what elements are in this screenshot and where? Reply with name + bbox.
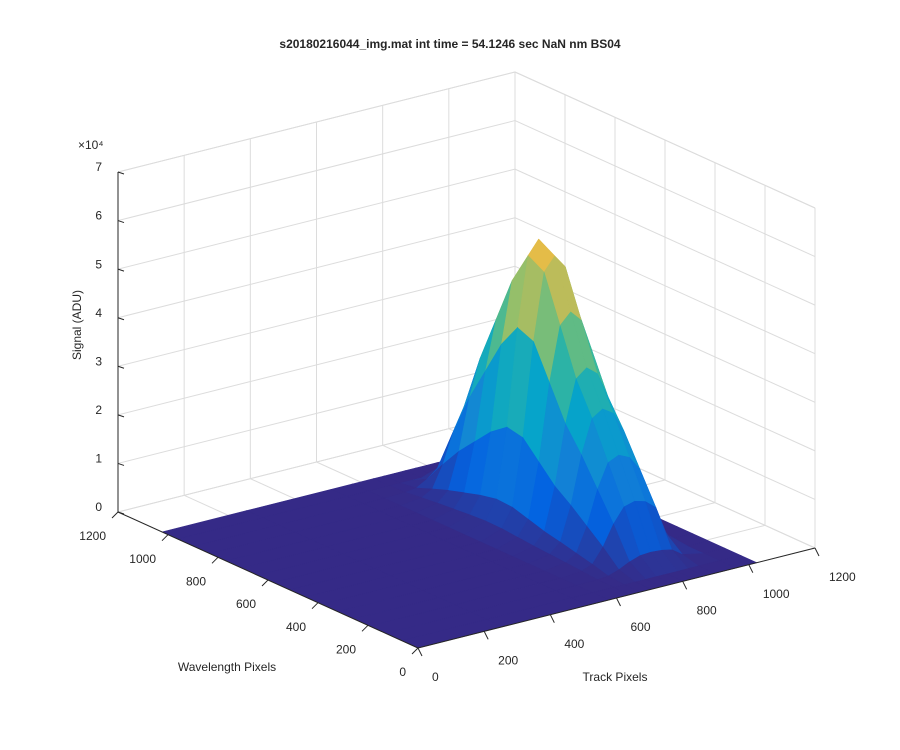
z-tick-label: 3 <box>95 354 102 368</box>
x-tick-label: 600 <box>631 620 651 634</box>
box-edge <box>514 71 816 209</box>
y-tick <box>211 556 219 564</box>
z-tick <box>117 365 125 369</box>
z-tick <box>117 220 125 224</box>
z-tick <box>117 317 125 321</box>
z-tick <box>117 171 125 175</box>
x-tick <box>748 564 754 573</box>
z-tick-label: 5 <box>95 257 102 271</box>
x-tick <box>417 647 423 657</box>
y-tick-label: 0 <box>399 665 406 679</box>
z-tick-label: 4 <box>95 306 102 320</box>
x-tick <box>616 597 621 607</box>
y-tick <box>311 602 319 610</box>
x-tick <box>682 581 688 590</box>
x-tick-label: 0 <box>432 670 439 684</box>
z-tick-label: 1 <box>95 452 102 466</box>
y-tick-label: 600 <box>236 597 256 611</box>
z-tick-label: 0 <box>95 500 102 514</box>
chart-title: s20180216044_img.mat int time = 54.1246 … <box>279 37 621 51</box>
y-tick <box>411 647 419 655</box>
z-tick <box>117 511 125 515</box>
y-axis-label: Wavelength Pixels <box>178 660 276 674</box>
y-tick-label: 400 <box>286 620 306 634</box>
z-tick <box>117 268 125 272</box>
y-tick <box>361 624 369 632</box>
z-tick-label: 2 <box>95 403 102 417</box>
y-tick-label: 200 <box>336 643 356 657</box>
x-tick <box>483 631 489 640</box>
z-axis-label: Signal (ADU) <box>70 290 84 360</box>
z-tick-label: 7 <box>95 160 102 174</box>
y-tick-label: 800 <box>186 575 206 589</box>
z-tick <box>117 462 125 466</box>
grid-line <box>117 411 516 513</box>
x-tick <box>814 547 820 557</box>
x-axis-label: Track Pixels <box>583 670 648 684</box>
box-edge <box>117 71 516 173</box>
z-multiplier: ×10⁴ <box>78 138 104 152</box>
x-tick-label: 1000 <box>763 587 790 601</box>
z-tick-label: 6 <box>95 209 102 223</box>
y-tick <box>261 579 269 587</box>
y-tick <box>161 534 169 542</box>
x-tick-label: 200 <box>498 654 518 668</box>
z-tick <box>117 414 125 418</box>
y-tick <box>111 511 119 519</box>
x-tick-label: 1200 <box>829 570 856 584</box>
y-tick-label: 1000 <box>129 552 156 566</box>
x-tick-label: 400 <box>564 637 584 651</box>
x-tick-label: 800 <box>697 604 717 618</box>
x-tick <box>549 614 555 623</box>
y-tick-label: 1200 <box>79 529 106 543</box>
